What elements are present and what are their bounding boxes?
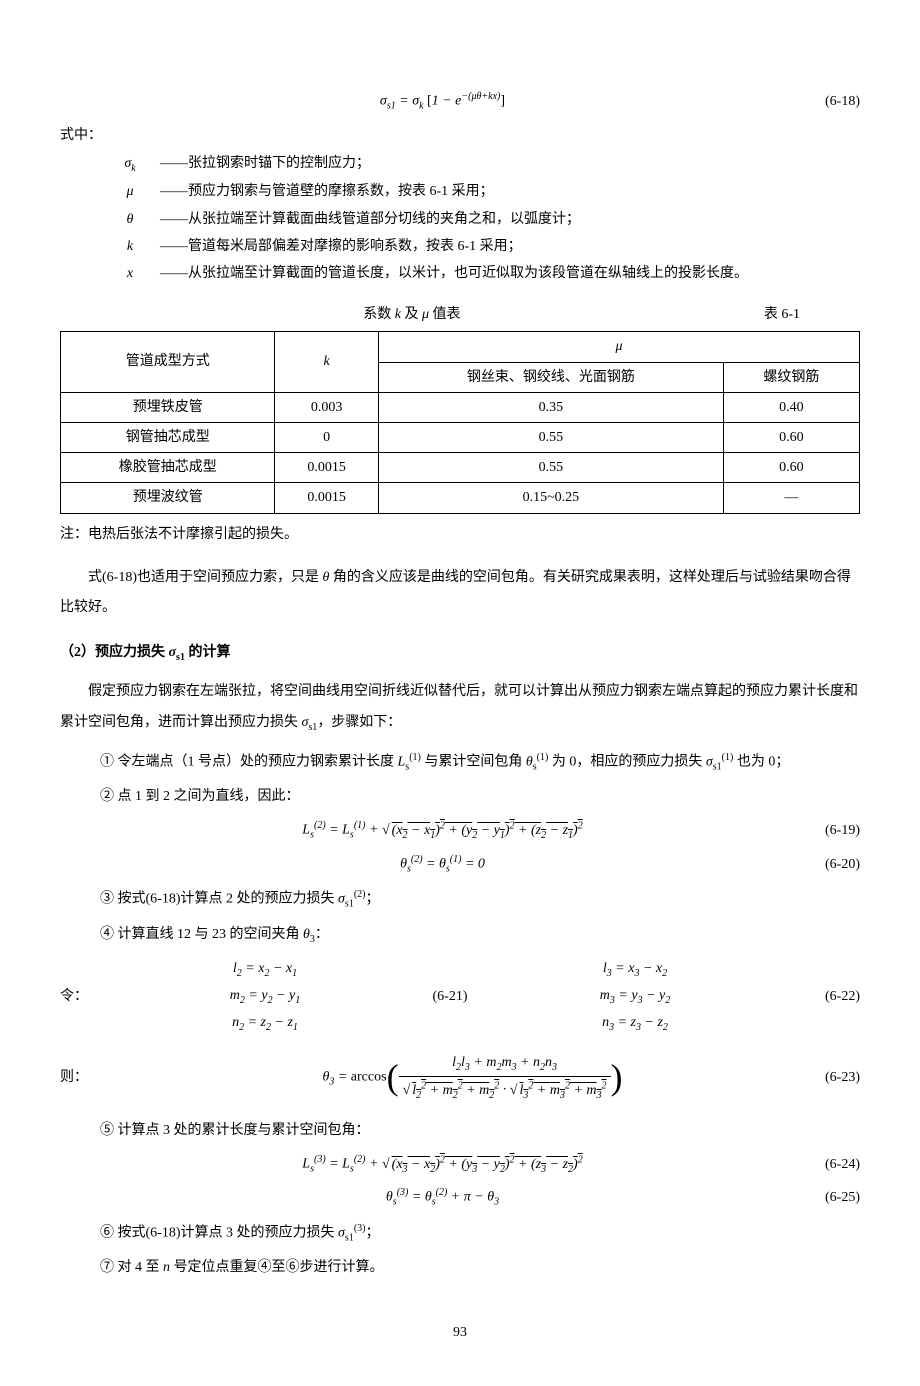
step-7: ⑦ 对 4 至 n 号定位点重复④至⑥步进行计算。 [100, 1255, 860, 1280]
table-cell: 钢管抽芯成型 [61, 422, 275, 452]
table-label: 表 6-1 [764, 302, 860, 327]
definitions-block: 式中： σk ——张拉钢索时锚下的控制应力； μ ——预应力钢索与管道壁的摩擦系… [60, 123, 860, 286]
equation-number: (6-20) [825, 852, 860, 877]
equation-6-18: σs1 = σk [1 − e−(μθ+kx)] (6-18) [60, 88, 860, 115]
def-text: ——从张拉端至计算截面的管道长度，以米计，也可近似取为该段管道在纵轴线上的投影长… [160, 261, 860, 286]
table-cell: — [723, 483, 859, 513]
equation-6-25: θs(3) = θs(2) + π − θ3 (6-25) [60, 1184, 860, 1211]
equation-6-24: Ls(3) = Ls(2) + (x3 − x2)2 + (y3 − y2)2 … [60, 1151, 860, 1178]
table-cell: 0.40 [723, 392, 859, 422]
table-header: 管道成型方式 [61, 332, 275, 392]
def-row: μ ——预应力钢索与管道壁的摩擦系数，按表 6-1 采用； [100, 179, 860, 204]
table-title: 系数 k 及 μ 值表 [60, 302, 764, 327]
table-note: 注：电热后张法不计摩擦引起的损失。 [60, 522, 860, 547]
equation-number: (6-25) [825, 1185, 860, 1210]
def-symbol: σk [100, 151, 160, 178]
equation-formula: l3 = x3 − x2 m3 = y3 − y2 n3 = z3 − z2 [490, 956, 780, 1036]
table-cell: 0.15~0.25 [378, 483, 723, 513]
equation-number: (6-18) [825, 89, 860, 114]
table-cell: 0.0015 [275, 483, 378, 513]
table-header-row: 管道成型方式 k μ [61, 332, 860, 362]
table-cell: 0.003 [275, 392, 378, 422]
step-3: ③ 按式(6-18)计算点 2 处的预应力损失 σs1(2)； [100, 886, 860, 913]
table-row: 橡胶管抽芯成型 0.0015 0.55 0.60 [61, 453, 860, 483]
step-6: ⑥ 按式(6-18)计算点 3 处的预应力损失 σs1(3)； [100, 1220, 860, 1247]
table-cell: 0.60 [723, 453, 859, 483]
paragraph: 假定预应力钢索在左端张拉，将空间曲线用空间折线近似替代后，就可以计算出从预应力钢… [60, 677, 860, 739]
table-cell: 0.60 [723, 422, 859, 452]
table-cell: 0.55 [378, 453, 723, 483]
def-row: x ——从张拉端至计算截面的管道长度，以米计，也可近似取为该段管道在纵轴线上的投… [100, 261, 860, 286]
equation-6-23: 则： θ3 = arccos( l2l3 + m2m3 + n2n3 l22 +… [60, 1045, 860, 1110]
equation-formula: σs1 = σk [1 − e−(μθ+kx)] [60, 88, 825, 115]
step-5: ⑤ 计算点 3 处的累计长度与累计空间包角： [100, 1118, 860, 1143]
equation-formula: θs(3) = θs(2) + π − θ3 [60, 1184, 825, 1211]
page-number: 93 [60, 1320, 860, 1345]
equation-formula: Ls(2) = Ls(1) + (x2 − x1)2 + (y2 − y1)2 … [60, 817, 825, 844]
equation-number: (6-24) [825, 1152, 860, 1177]
def-row: σk ——张拉钢索时锚下的控制应力； [100, 151, 860, 178]
table-header: 螺纹钢筋 [723, 362, 859, 392]
def-symbol: x [100, 261, 160, 286]
table-cell: 0.35 [378, 392, 723, 422]
table-cell: 橡胶管抽芯成型 [61, 453, 275, 483]
definitions-header: 式中： [60, 128, 102, 143]
equation-formula: Ls(3) = Ls(2) + (x3 − x2)2 + (y3 − y2)2 … [60, 1151, 825, 1178]
equation-formula: θs(2) = θs(1) = 0 [60, 851, 825, 878]
paragraph: 式(6-18)也适用于空间预应力索，只是 θ 角的含义应该是曲线的空间包角。有关… [60, 563, 860, 625]
def-row: k ——管道每米局部偏差对摩擦的影响系数，按表 6-1 采用； [100, 234, 860, 259]
table-row: 预埋波纹管 0.0015 0.15~0.25 — [61, 483, 860, 513]
equation-number: (6-21) [410, 984, 490, 1009]
table-row: 钢管抽芯成型 0 0.55 0.60 [61, 422, 860, 452]
equation-formula: θ3 = arccos( l2l3 + m2m3 + n2n3 l22 + m2… [120, 1045, 825, 1110]
table-header: k [275, 332, 378, 392]
table-cell: 0.55 [378, 422, 723, 452]
def-symbol: k [100, 234, 160, 259]
def-row: θ ——从张拉端至计算截面曲线管道部分切线的夹角之和，以弧度计； [100, 207, 860, 232]
def-text: ——从张拉端至计算截面曲线管道部分切线的夹角之和，以弧度计； [160, 207, 860, 232]
def-symbol: θ [100, 207, 160, 232]
section-title: （2）预应力损失 σs1 的计算 [60, 640, 860, 667]
step-2: ② 点 1 到 2 之间为直线，因此： [100, 784, 860, 809]
table-header: 钢丝束、钢绞线、光面钢筋 [378, 362, 723, 392]
def-text: ——预应力钢索与管道壁的摩擦系数，按表 6-1 采用； [160, 179, 860, 204]
equation-formula: l2 = x2 − x1 m2 = y2 − y1 n2 = z2 − z1 [120, 956, 410, 1036]
equation-number: (6-23) [825, 1065, 860, 1090]
dual-eq-prefix: 令： [60, 984, 120, 1009]
equation-6-19: Ls(2) = Ls(1) + (x2 − x1)2 + (y2 − y1)2 … [60, 817, 860, 844]
table-cell: 预埋铁皮管 [61, 392, 275, 422]
table-cell: 0 [275, 422, 378, 452]
table-6-1: 管道成型方式 k μ 钢丝束、钢绞线、光面钢筋 螺纹钢筋 预埋铁皮管 0.003… [60, 331, 860, 513]
table-header: μ [378, 332, 859, 362]
def-text: ——管道每米局部偏差对摩擦的影响系数，按表 6-1 采用； [160, 234, 860, 259]
step-4: ④ 计算直线 12 与 23 的空间夹角 θ3： [100, 922, 860, 949]
table-title-row: 系数 k 及 μ 值表 表 6-1 [60, 302, 860, 327]
table-row: 预埋铁皮管 0.003 0.35 0.40 [61, 392, 860, 422]
equation-number: (6-19) [825, 818, 860, 843]
equation-6-21-22: 令： l2 = x2 − x1 m2 = y2 − y1 n2 = z2 − z… [60, 956, 860, 1036]
step-1: ① 令左端点（1 号点）处的预应力钢索累计长度 Ls(1) 与累计空间包角 θs… [100, 749, 860, 776]
table-cell: 0.0015 [275, 453, 378, 483]
def-symbol: μ [100, 179, 160, 204]
equation-number: (6-22) [780, 984, 860, 1009]
eq-prefix: 则： [60, 1065, 120, 1090]
def-text: ——张拉钢索时锚下的控制应力； [160, 151, 860, 176]
table-cell: 预埋波纹管 [61, 483, 275, 513]
equation-6-20: θs(2) = θs(1) = 0 (6-20) [60, 851, 860, 878]
